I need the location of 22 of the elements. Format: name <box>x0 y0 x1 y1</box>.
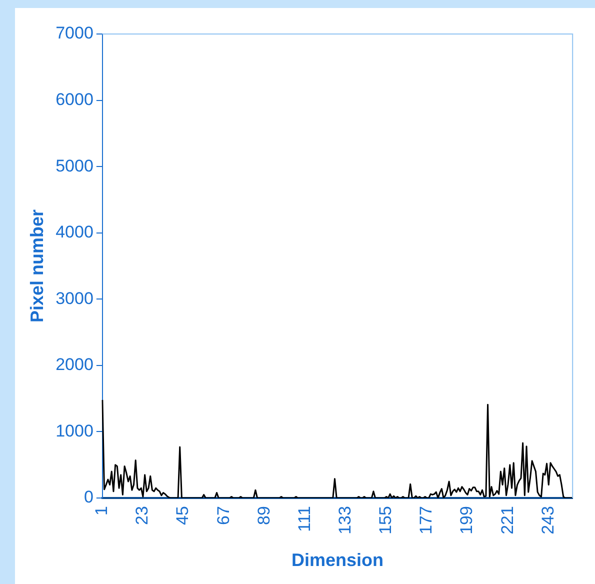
x-tick-label: 67 <box>214 506 233 525</box>
y-tick-label: 4000 <box>56 222 94 242</box>
y-tick-label: 5000 <box>56 156 94 176</box>
x-tick-label: 23 <box>132 506 152 525</box>
x-axis-title: Dimension <box>292 550 384 570</box>
y-tick-label: 3000 <box>56 288 94 308</box>
y-axis-title: Pixel number <box>26 209 47 323</box>
y-tick-label: 6000 <box>56 90 94 109</box>
x-tick-label: 1 <box>92 506 112 516</box>
x-tick-label: 45 <box>173 506 192 525</box>
y-tick-label: 7000 <box>56 24 94 43</box>
x-tick-label: 243 <box>538 506 558 534</box>
x-tick-label: 177 <box>416 506 436 534</box>
x-tick-label: 133 <box>335 506 354 534</box>
x-tick-label: 89 <box>254 506 274 525</box>
y-tick-label: 0 <box>84 488 94 507</box>
x-tick-label: 111 <box>294 506 314 532</box>
y-tick-label: 1000 <box>56 421 94 440</box>
x-tick-label: 221 <box>498 506 517 534</box>
x-tick-label: 155 <box>376 506 396 534</box>
y-tick-label: 2000 <box>56 355 94 374</box>
x-tick-label: 199 <box>457 506 476 534</box>
